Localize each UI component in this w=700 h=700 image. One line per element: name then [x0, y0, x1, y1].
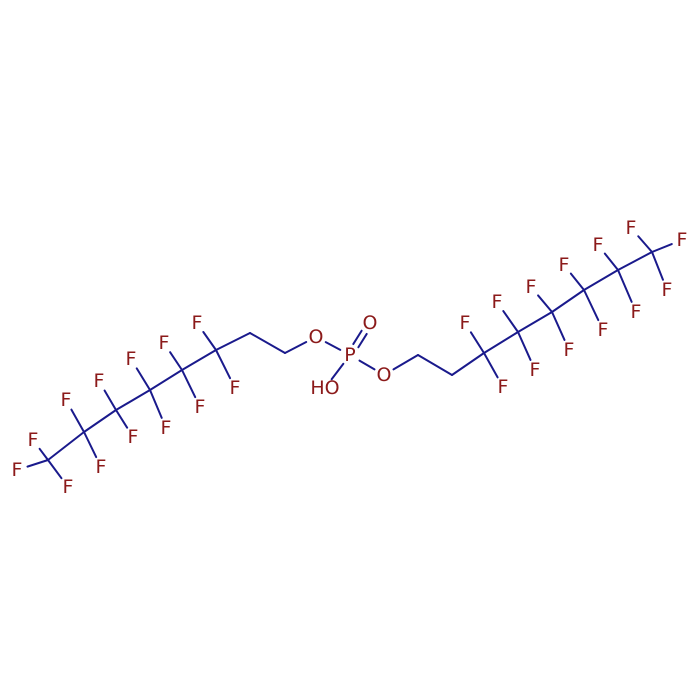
bond [324, 341, 342, 351]
atom-label: F [230, 377, 241, 399]
bond [517, 331, 532, 361]
bond [617, 269, 633, 303]
bond [149, 389, 163, 419]
bond [181, 349, 217, 371]
bond [483, 331, 519, 354]
bond [70, 408, 85, 433]
bond [392, 354, 419, 371]
atom-label: F [28, 429, 39, 451]
bond [215, 332, 251, 351]
atom-label: P [344, 344, 355, 366]
bond [583, 269, 619, 291]
atom-label: F [63, 476, 74, 498]
atom-label: F [559, 254, 570, 276]
atom-label: F [128, 426, 139, 448]
atom-label: F [626, 217, 637, 239]
atom-label: F [12, 459, 23, 481]
bond [517, 311, 553, 333]
bond [103, 389, 117, 411]
atom-label: F [161, 417, 172, 439]
bond [583, 289, 600, 322]
bond [135, 367, 151, 391]
atom-label: F [564, 339, 575, 361]
bond [551, 289, 585, 313]
bond [537, 294, 553, 313]
atom-label: F [460, 312, 471, 334]
bond [469, 331, 485, 354]
atom-label: O [363, 312, 378, 334]
bond [417, 354, 453, 376]
bond [47, 459, 63, 480]
bond [330, 362, 345, 381]
bond [637, 235, 653, 253]
atom-label: F [530, 359, 541, 381]
atom-label: F [598, 319, 609, 341]
bond [38, 447, 49, 461]
bond [569, 272, 585, 291]
atom-label: F [126, 348, 137, 370]
atom-label: F [631, 301, 642, 323]
bond [202, 330, 217, 351]
bond [115, 409, 129, 429]
atom-label: F [677, 229, 688, 251]
bond [483, 352, 499, 379]
atom-label: F [192, 312, 203, 334]
bond [358, 359, 376, 371]
bond [26, 459, 49, 468]
atom-label: F [593, 234, 604, 256]
bond [47, 431, 85, 461]
atom-label: F [96, 456, 107, 478]
bond [617, 251, 653, 271]
atom-label: O [309, 326, 324, 348]
atom-label: F [498, 376, 509, 398]
bond [284, 341, 308, 354]
bond [502, 310, 519, 333]
atom-label: F [94, 370, 105, 392]
atom-label: F [61, 389, 72, 411]
atom-label: F [492, 291, 503, 313]
atom-label: O [377, 364, 392, 386]
bond [651, 243, 673, 253]
bond [181, 369, 197, 399]
atom-label: F [526, 276, 537, 298]
bond [83, 431, 98, 459]
bond [357, 332, 368, 349]
atom-label: HO [310, 377, 339, 399]
bond [352, 329, 363, 346]
bond [249, 332, 286, 354]
bond [603, 252, 619, 271]
bond [83, 409, 117, 433]
bond [651, 251, 664, 281]
bond [551, 311, 566, 341]
atom-label: F [195, 396, 206, 418]
bond [451, 352, 485, 376]
bond [215, 349, 232, 380]
bond [149, 369, 183, 391]
bond [169, 351, 183, 371]
atom-label: F [159, 332, 170, 354]
bond [115, 389, 151, 411]
atom-label: F [662, 279, 673, 301]
